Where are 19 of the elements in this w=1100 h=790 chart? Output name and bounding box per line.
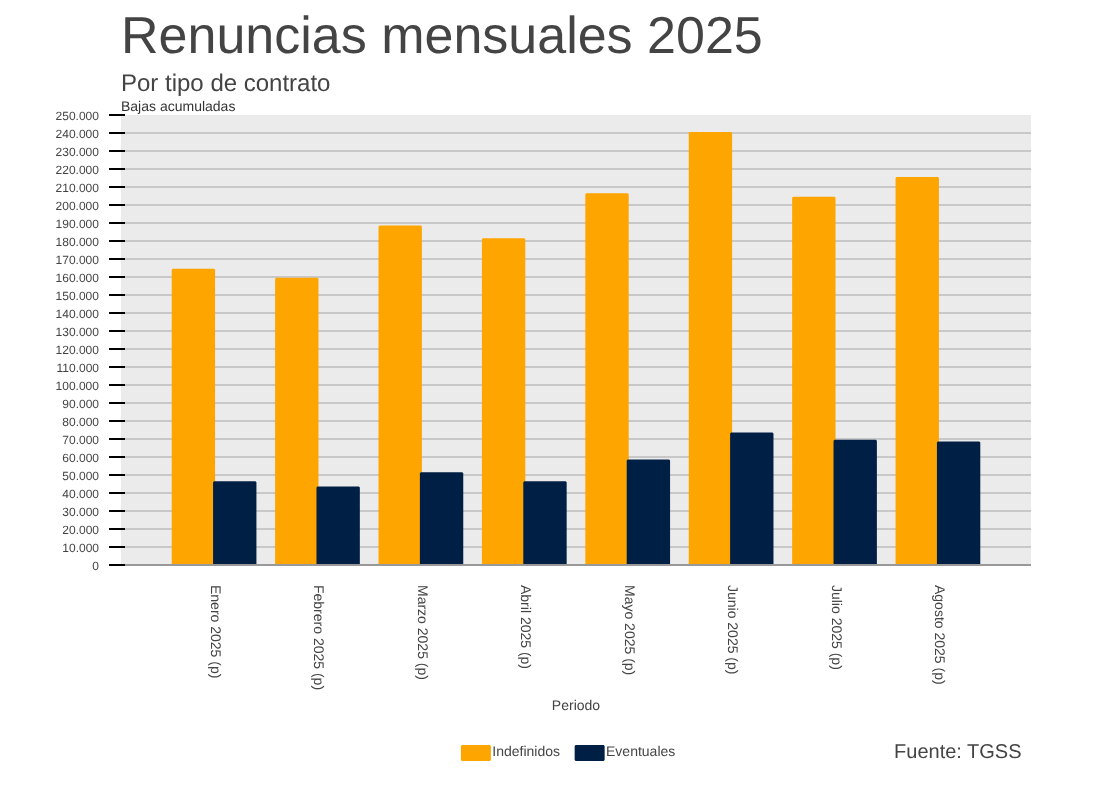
chart-subtitle: Por tipo de contrato (121, 69, 332, 97)
chart-title: Renuncias mensuales 2025 (121, 5, 763, 65)
bar (378, 225, 422, 565)
bar (213, 481, 257, 565)
bar (833, 439, 877, 565)
bar (419, 472, 464, 565)
bar (730, 432, 774, 565)
bar (523, 481, 567, 565)
bar (171, 268, 216, 565)
bar (792, 196, 836, 565)
bar (688, 132, 733, 565)
bar (936, 441, 981, 565)
bar (275, 277, 319, 565)
bar (626, 459, 671, 565)
bar (585, 193, 629, 565)
source-note: Fuente: TGSS (894, 742, 1023, 764)
bar (895, 177, 939, 565)
bar (481, 238, 526, 565)
bar (316, 486, 360, 565)
